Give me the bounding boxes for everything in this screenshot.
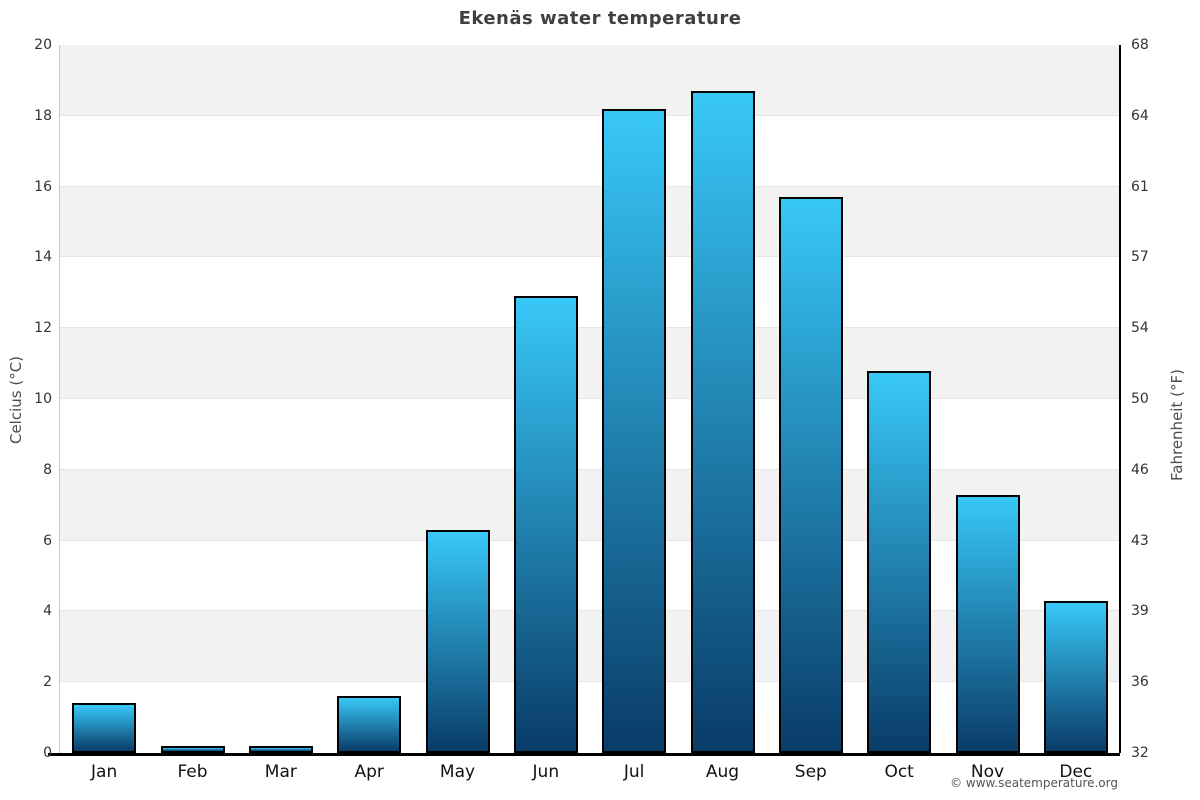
xlabel-apr: Apr bbox=[354, 762, 384, 782]
plot-band bbox=[60, 469, 1120, 541]
ytick-fahrenheit-32: 32 bbox=[1131, 745, 1149, 761]
ytick-fahrenheit-46: 46 bbox=[1131, 461, 1149, 478]
ytick-celsius-10: 10 bbox=[34, 391, 52, 407]
bar-mar bbox=[248, 745, 313, 753]
chart-title: Ekenäs water temperature bbox=[458, 8, 742, 29]
bar-jun bbox=[513, 296, 578, 753]
bar-jul bbox=[602, 108, 667, 753]
ytick-celsius-4: 4 bbox=[43, 603, 52, 620]
xlabel-jun: Jun bbox=[532, 762, 560, 782]
ytick-celsius-8: 8 bbox=[43, 461, 52, 478]
ytick-celsius-12: 12 bbox=[34, 320, 52, 337]
ytick-celsius-16: 16 bbox=[34, 178, 52, 195]
ytick-fahrenheit-43: 43 bbox=[1131, 532, 1149, 549]
ytick-fahrenheit-39: 39 bbox=[1131, 603, 1149, 620]
bar-jan bbox=[72, 703, 137, 753]
plot-band bbox=[60, 257, 1120, 329]
plot-band bbox=[60, 399, 1120, 470]
ytick-fahrenheit-68: 68 bbox=[1131, 37, 1149, 53]
bar-sep bbox=[778, 197, 843, 753]
xlabel-feb: Feb bbox=[177, 762, 208, 782]
bar-nov bbox=[955, 494, 1020, 753]
bar-feb bbox=[160, 745, 225, 753]
plot-band bbox=[60, 186, 1120, 258]
y-axis-line-right bbox=[1119, 45, 1121, 753]
xlabel-jan: Jan bbox=[91, 762, 118, 782]
xlabel-may: May bbox=[439, 762, 476, 782]
xlabel-dec: Dec bbox=[1059, 762, 1093, 782]
ytick-fahrenheit-36: 36 bbox=[1131, 674, 1149, 691]
ytick-celsius-0: 0 bbox=[43, 745, 52, 761]
ytick-celsius-2: 2 bbox=[43, 674, 52, 691]
ytick-fahrenheit-61: 61 bbox=[1131, 178, 1149, 195]
bar-apr bbox=[337, 696, 402, 753]
y-axis-line-left bbox=[59, 45, 60, 753]
bar-may bbox=[425, 529, 490, 753]
ytick-fahrenheit-54: 54 bbox=[1131, 320, 1149, 337]
ytick-fahrenheit-64: 64 bbox=[1131, 107, 1149, 124]
xlabel-aug: Aug bbox=[705, 762, 740, 782]
plot-band bbox=[60, 45, 1120, 116]
x-axis-line bbox=[48, 753, 1120, 756]
plot-band bbox=[60, 115, 1120, 187]
ytick-celsius-20: 20 bbox=[34, 37, 52, 53]
plot-band bbox=[60, 611, 1120, 683]
ytick-celsius-6: 6 bbox=[43, 532, 52, 549]
xlabel-mar: Mar bbox=[264, 762, 297, 782]
plot-band bbox=[60, 540, 1120, 612]
plot-band bbox=[60, 328, 1120, 399]
ytick-celsius-14: 14 bbox=[34, 249, 52, 266]
bar-oct bbox=[867, 370, 932, 753]
ytick-fahrenheit-57: 57 bbox=[1131, 249, 1149, 266]
xlabel-jul: Jul bbox=[623, 762, 645, 782]
bar-aug bbox=[690, 91, 755, 753]
plot-band bbox=[60, 682, 1120, 753]
bar-dec bbox=[1043, 600, 1108, 753]
plot-area bbox=[60, 45, 1120, 753]
xlabel-oct: Oct bbox=[884, 762, 914, 782]
copyright-attribution: © www.seatemperature.org bbox=[950, 776, 1118, 790]
xlabel-nov: Nov bbox=[970, 762, 1005, 782]
ytick-fahrenheit-50: 50 bbox=[1131, 391, 1149, 407]
ytick-celsius-18: 18 bbox=[34, 107, 52, 124]
xlabel-sep: Sep bbox=[794, 762, 827, 782]
